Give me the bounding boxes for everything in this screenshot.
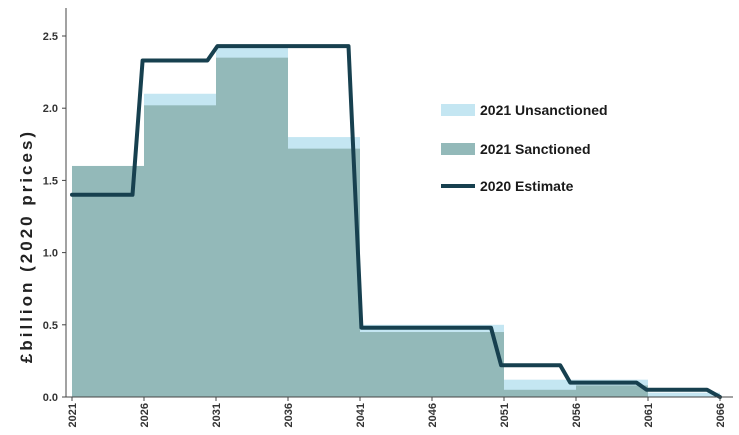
legend-label: 2021 Sanctioned [480,141,591,157]
y-tick-label: 1.0 [43,248,58,260]
x-tick-label: 2031 [211,403,223,427]
y-axis-title: £billion (2020 prices) [17,129,36,363]
x-tick-label: 2026 [139,403,151,427]
y-tick-label: 1.5 [43,175,58,187]
area-step-sanctioned-6 [576,385,648,397]
legend-label: 2020 Estimate [480,178,574,194]
area-step-sanctioned-3 [288,148,360,397]
legend-label: 2021 Unsanctioned [480,102,608,118]
y-tick-label: 0.0 [43,392,58,404]
y-tick-labels: 0.0 0.5 1.0 1.5 2.0 2.5 [43,31,66,404]
legend: 2021 Unsanctioned 2021 Sanctioned 2020 Est… [441,102,608,194]
area-step-sanctioned-5 [504,389,576,397]
line-2020-estimate [70,44,722,399]
y-tick-label: 2.5 [43,31,58,43]
area-step-sanctioned-2 [216,57,288,397]
x-tick-label: 2066 [715,403,727,427]
x-tick-labels: 2021 2026 2031 2036 2041 2046 2051 2056 2061 2066 [67,397,727,427]
plot-lines [70,44,722,399]
y-tick-label: 0.5 [43,320,58,332]
x-tick-label: 2051 [499,403,511,427]
area-step-sanctioned-1 [144,105,216,397]
x-tick-label: 2036 [283,403,295,427]
x-tick-label: 2041 [355,403,367,427]
area-step-sanctioned-0 [72,165,144,397]
axes [65,8,733,398]
x-tick-label: 2061 [643,403,655,427]
plot-areas [72,47,720,397]
y-tick-label: 2.0 [43,103,58,115]
area-step-sanctioned-4 [360,332,504,397]
legend-swatch [441,143,475,155]
x-tick-label: 2046 [427,403,439,427]
x-tick-label: 2021 [67,403,79,427]
x-tick-label: 2056 [571,403,583,427]
legend-swatch [441,104,475,116]
area-step-unsanctioned-7 [648,392,720,397]
